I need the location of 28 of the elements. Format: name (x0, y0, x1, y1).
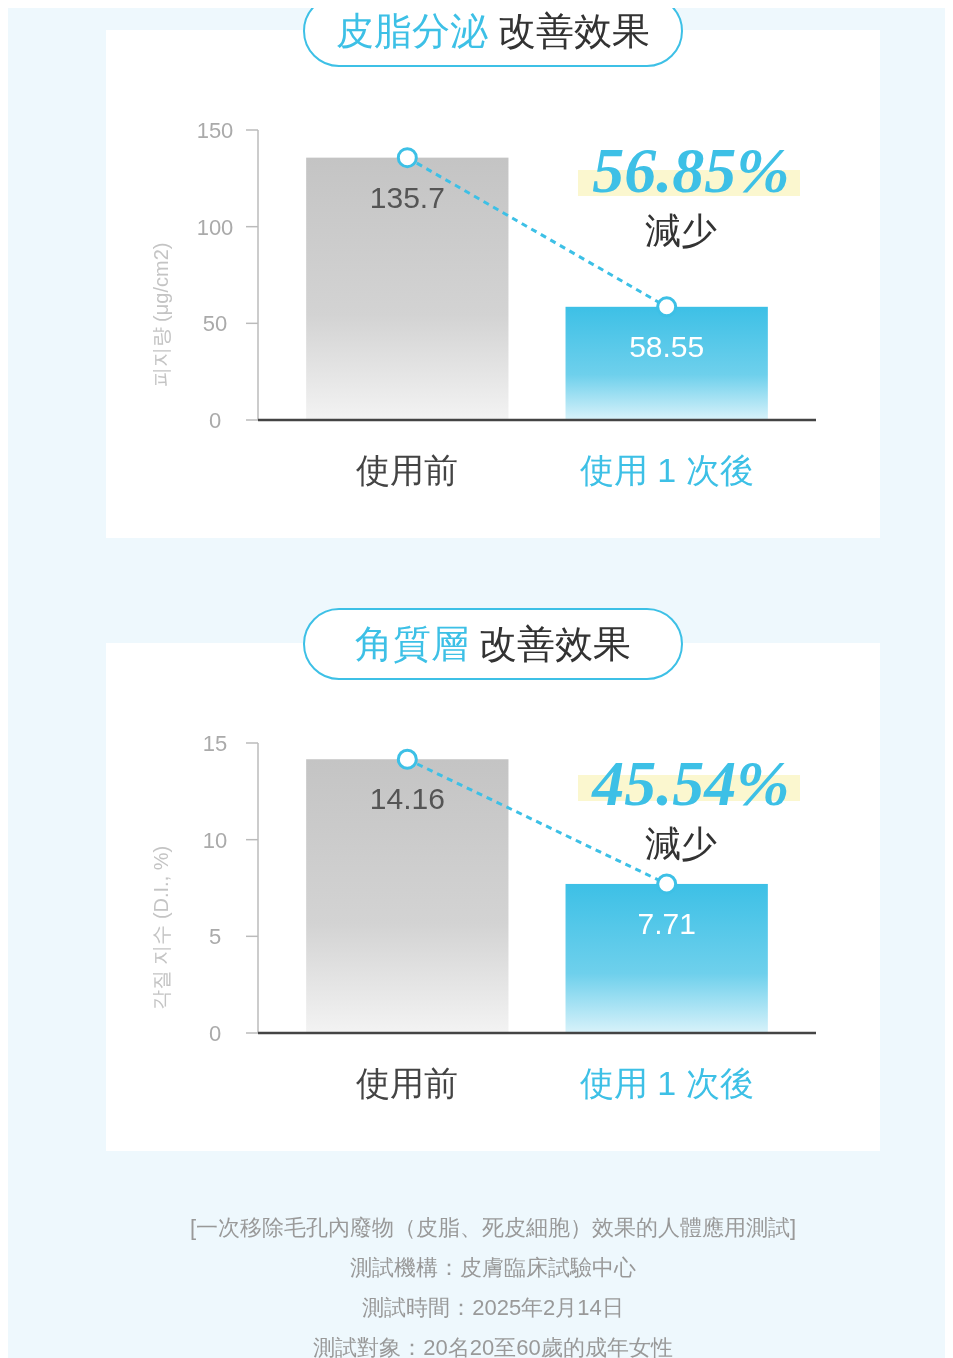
x-tick-label: 使用 1 次後 (579, 1064, 754, 1102)
y-tick-label: 10 (202, 827, 228, 853)
annotation: 減少 (645, 210, 717, 251)
annotation: 56.85% (592, 135, 790, 206)
text: [一次移除毛孔內廢物（皮脂、死皮細胞）效果的人體應用測試] (189, 1215, 797, 1240)
y-tick-label: 5 (208, 924, 222, 950)
annotation: 45.54% (591, 748, 790, 819)
chart-title: 皮脂分泌 改善效果 (335, 10, 651, 52)
text: 測試對象：20名20至60歲的成年女性 (313, 1335, 673, 1358)
y-axis-title: 각질 지수 (D.I., %) (150, 845, 172, 1011)
chart-title: 角質層 改善效果 (354, 623, 632, 665)
data-label: 58.55 (629, 329, 705, 363)
y-axis-title: 피지량 (μg/cm2) (150, 242, 172, 388)
text: 測試機構：皮膚臨床試驗中心 (350, 1255, 636, 1280)
annotation: 減少 (645, 823, 717, 864)
data-label: 7.71 (637, 906, 696, 940)
x-tick-label: 使用前 (356, 451, 459, 489)
y-tick-label: 50 (202, 311, 228, 337)
y-tick-label: 150 (196, 118, 234, 143)
x-tick-label: 使用 1 次後 (579, 451, 754, 489)
y-tick-label: 0 (208, 1021, 222, 1046)
y-tick-label: 0 (208, 408, 222, 433)
text: 測試時間：2025年2月14日 (362, 1295, 624, 1320)
y-tick-label: 100 (196, 214, 234, 240)
data-label: 135.7 (369, 180, 445, 214)
x-tick-label: 使用前 (356, 1064, 459, 1102)
y-tick-label: 15 (202, 731, 228, 756)
data-label: 14.16 (369, 782, 445, 816)
